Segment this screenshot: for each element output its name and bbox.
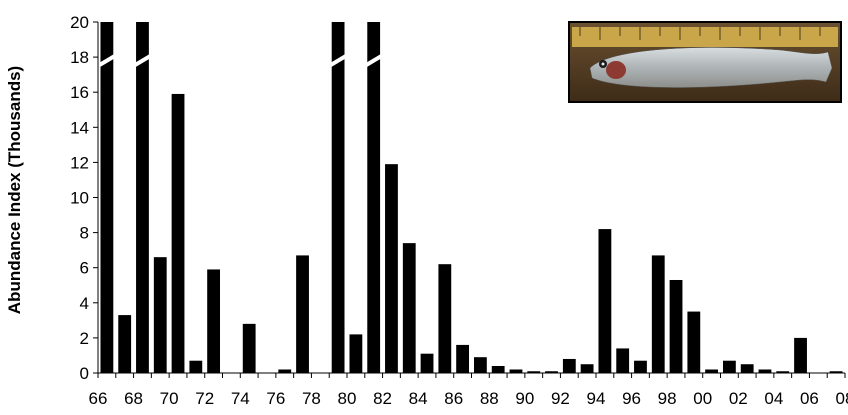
bar-1994 [580,364,594,373]
x-tick-label: 92 [551,389,570,408]
bar-1971 [171,93,185,373]
fish-photo [568,21,842,103]
y-tick-label: 6 [80,259,89,278]
bar-2008 [829,371,843,373]
y-tick-label: 12 [70,153,89,172]
bar-1992 [545,371,558,373]
x-tick-label: 78 [302,389,321,408]
y-tick-label: 14 [70,118,89,137]
bar-1978 [296,255,309,373]
bar-1989 [491,365,505,373]
x-tick-label: 72 [195,389,214,408]
x-tick-labels: 66 68 70 72 74 76 78 80 82 84 86 88 90 92 94 96 98 00 02 04… [89,373,848,408]
x-tick-label: 06 [800,389,819,408]
bar-1998 [651,255,665,373]
bar-1985 [420,353,434,373]
bar-1982 [367,22,381,373]
bar-1990 [509,369,523,373]
axis-break-mark [364,53,384,68]
x-tick-label: 02 [729,389,748,408]
bar-1970 [153,257,167,373]
bar-2006 [794,337,807,373]
y-tick-label: 16 [70,83,89,102]
bar-2000 [687,311,701,373]
axis-break-mark [97,53,117,68]
y-tick-label: 4 [80,294,89,313]
bar-1968 [118,315,132,373]
bar-1973 [207,269,221,373]
bar-1975 [242,323,256,373]
x-tick-label: 04 [764,389,783,408]
x-tick-label: 74 [231,389,250,408]
bar-1986 [438,264,452,373]
y-tick-label: 2 [80,329,89,348]
bar-1997 [634,360,647,373]
bar-1983 [385,164,398,373]
bar-1999 [669,279,683,373]
bar-1981 [349,334,363,373]
x-tick-label: 82 [373,389,392,408]
x-tick-label: 80 [338,389,357,408]
bar-1991 [527,371,541,373]
x-tick-label: 86 [444,389,463,408]
x-tick-label: 76 [266,389,285,408]
bar-1980 [331,22,345,373]
x-tick-label: 00 [693,389,712,408]
bar-1993 [562,358,576,373]
bar-2004 [758,369,772,373]
y-tick-label: 18 [70,48,89,67]
bar-1996 [616,348,630,373]
bar-2002 [722,360,736,373]
bar-2005 [776,371,790,373]
x-tick-label: 08 [836,389,848,408]
bar-1972 [189,360,203,373]
plot-area [97,22,843,373]
y-tick-labels: 0 2 4 6 8 10 12 14 16 18 20 [70,13,98,383]
bar-1988 [473,357,487,373]
y-tick-label: 8 [80,224,89,243]
x-tick-label: 96 [622,389,641,408]
bar-1987 [456,344,470,373]
bar-1984 [402,243,416,373]
y-tick-label: 10 [70,189,89,208]
x-tick-label: 68 [124,389,143,408]
y-tick-label: 20 [70,13,89,32]
x-tick-label: 66 [89,389,108,408]
x-tick-label: 90 [515,389,534,408]
bar-1995 [598,229,612,373]
bar-1977 [278,369,292,373]
x-tick-label: 98 [658,389,677,408]
y-tick-label: 0 [80,364,89,383]
x-tick-label: 88 [480,389,499,408]
x-tick-label: 94 [587,389,606,408]
bar-1967 [100,22,114,373]
axis-break-mark [328,53,348,68]
x-tick-label: 70 [160,389,179,408]
y-axis-title: Abundance Index (Thousands) [5,66,24,314]
x-tick-label: 84 [409,389,428,408]
bar-2003 [740,364,754,373]
bar-2001 [705,369,719,373]
bar-1969 [136,22,149,373]
axis-break-mark [133,53,152,68]
